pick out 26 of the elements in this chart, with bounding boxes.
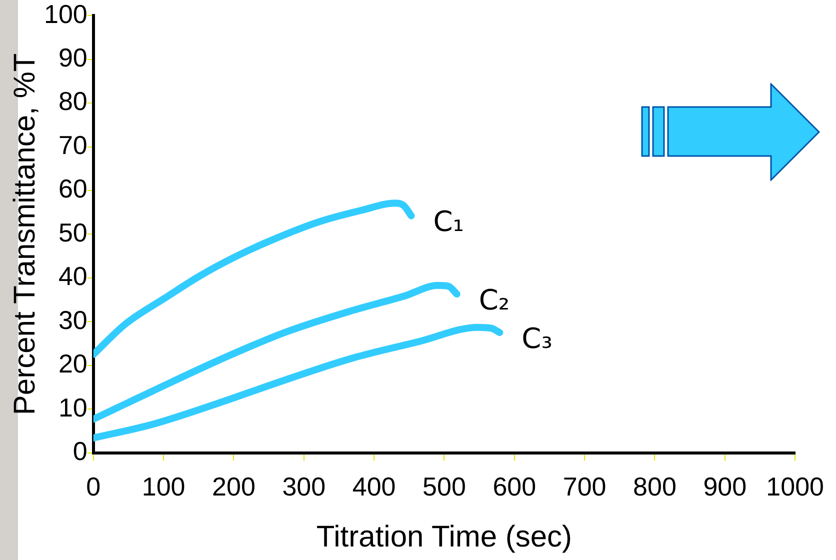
y-tick-label: 100 [44,0,88,29]
x-axis-title: Titration Time (sec) [316,520,572,554]
y-tick-label: 60 [58,174,88,204]
x-tick-label: 400 [352,472,396,502]
series-label: C₂ [478,283,510,316]
y-tick-label: 30 [58,304,88,335]
x-tick-label: 500 [422,472,466,502]
y-tick-label: 40 [58,261,88,292]
x-tick-label: 900 [703,472,747,502]
y-tick-label: 20 [58,348,88,379]
series-label: C₁ [433,205,464,238]
y-tick-label: 80 [58,86,88,116]
x-tick-label: 600 [492,472,536,502]
x-tick-label: 100 [142,472,186,502]
y-tick-label: 0 [72,436,88,466]
y-axis-title: Percent Transmittance, %T [8,53,42,416]
series-label: C₃ [522,322,552,355]
x-tick-label: 800 [633,472,676,502]
x-tick-label: 200 [212,472,256,502]
y-tick-label: 90 [58,42,88,72]
x-tick-label: 300 [282,472,326,502]
x-tick-label: 700 [562,472,606,502]
y-tick-label: 50 [58,217,88,248]
x-tick-label: 1000 [766,472,824,502]
y-tick-label: 10 [58,392,88,422]
y-tick-label: 70 [58,130,88,160]
